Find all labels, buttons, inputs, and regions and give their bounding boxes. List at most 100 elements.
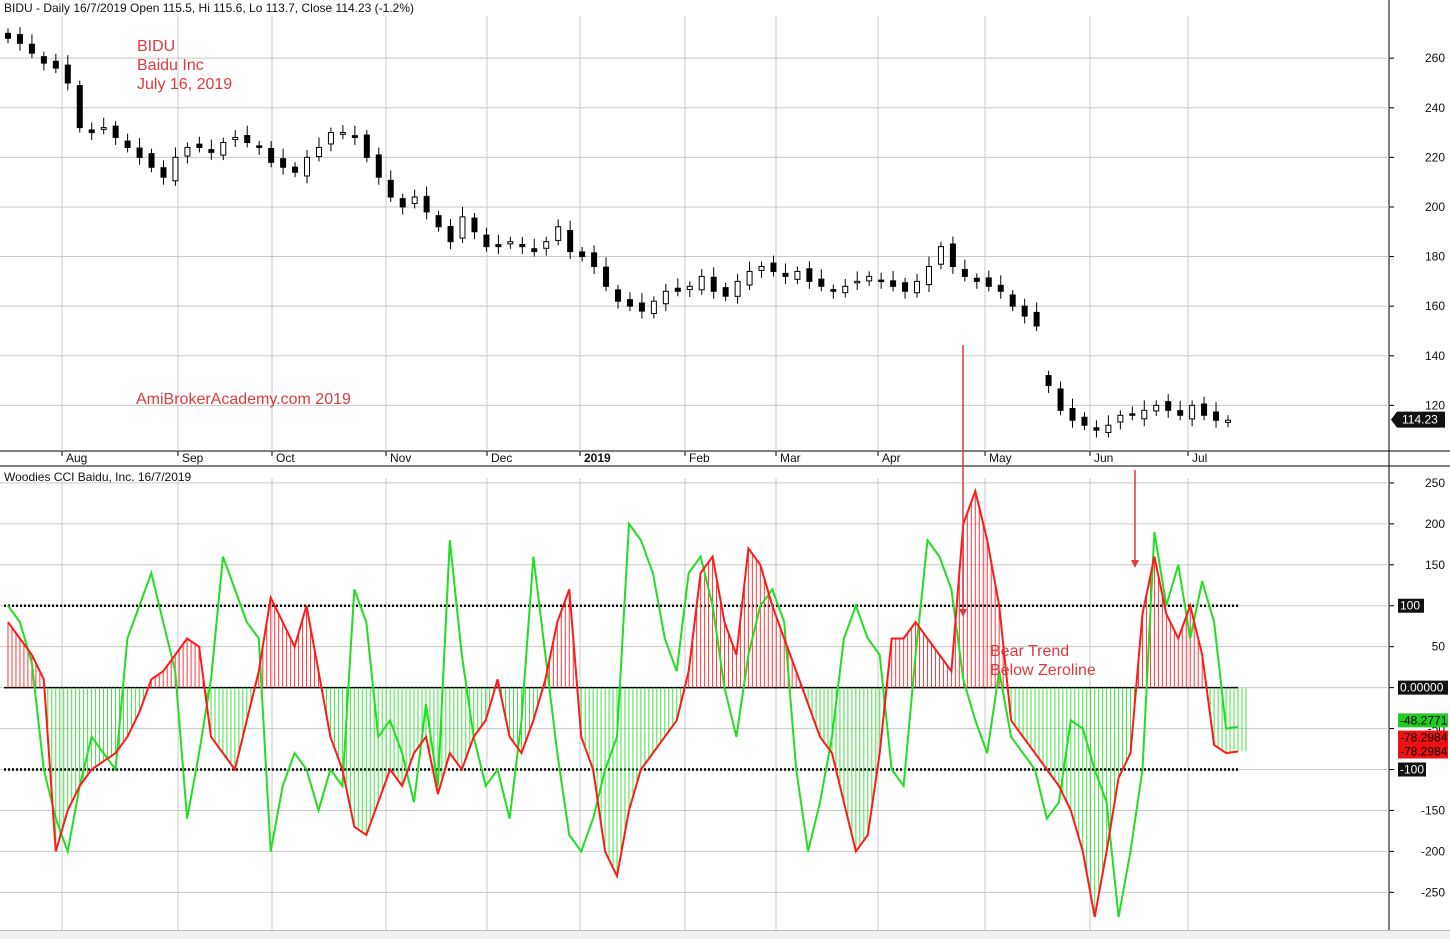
candle-body <box>1165 401 1172 411</box>
candle-body <box>495 244 502 248</box>
candle <box>268 141 275 168</box>
candle-body <box>1081 416 1088 426</box>
candle-body <box>842 285 849 294</box>
candle <box>1045 370 1052 393</box>
candle <box>579 246 586 262</box>
candle-body <box>268 148 275 163</box>
cci-label-lower: -100 <box>1400 763 1424 777</box>
turbo-cci-line <box>7 521 1239 918</box>
cci-label-zero: 0.00000 <box>1400 681 1444 695</box>
candle-body <box>387 179 394 198</box>
candle-body <box>507 241 514 245</box>
candle-body <box>88 129 95 134</box>
candle-body <box>1153 404 1160 412</box>
cci-ytick-label--250: -250 <box>1421 885 1445 899</box>
candle <box>28 34 35 59</box>
cci-ytick-label--200: -200 <box>1421 844 1445 858</box>
month-label-jun: Jun <box>1094 451 1113 465</box>
candle <box>973 273 980 289</box>
candle <box>5 28 11 44</box>
candle-body <box>16 34 23 44</box>
candle <box>866 271 873 286</box>
candle-body <box>76 85 83 129</box>
candle <box>124 133 131 153</box>
candle-body <box>1009 294 1016 307</box>
candle <box>136 138 143 165</box>
month-label-dec: Dec <box>491 451 512 465</box>
candle <box>830 284 837 299</box>
candle <box>1201 396 1208 421</box>
month-label-may: May <box>989 451 1012 465</box>
candle-body <box>686 285 693 291</box>
candle-body <box>722 287 729 297</box>
candle <box>782 263 789 284</box>
candle-body <box>1117 414 1124 423</box>
candle-body <box>650 300 657 314</box>
candle-body <box>244 135 251 143</box>
candle <box>734 273 741 304</box>
candle <box>447 219 454 250</box>
candle-body <box>172 156 179 182</box>
candle <box>16 27 23 51</box>
bear-arrow-1-head <box>959 609 967 617</box>
candle-body <box>220 141 227 156</box>
candle <box>244 125 251 148</box>
candle <box>531 238 538 257</box>
candle <box>1129 406 1136 421</box>
cci-label-upper: 100 <box>1400 599 1420 613</box>
candle <box>64 55 71 91</box>
candle <box>220 137 227 161</box>
candle-body <box>567 229 574 253</box>
cci-label-upper-bg <box>1398 598 1424 613</box>
candle-body <box>411 196 418 204</box>
candle <box>52 53 59 74</box>
candle-body <box>854 280 861 284</box>
candle-body <box>806 268 813 282</box>
candle <box>495 234 502 255</box>
candle-body <box>615 289 621 302</box>
price-ytick-label-240: 240 <box>1425 101 1445 115</box>
candle-body <box>902 282 909 292</box>
candle-body <box>925 265 932 286</box>
cci-line <box>7 487 1239 918</box>
candle <box>854 271 861 291</box>
candle <box>878 272 885 289</box>
sheet-tab-bar[interactable] <box>0 930 1450 939</box>
candle-body <box>878 279 885 283</box>
candle-body <box>363 134 370 158</box>
candle-body <box>1141 409 1148 420</box>
candle-body <box>327 132 334 145</box>
candle-body <box>555 226 562 241</box>
candle <box>507 236 514 249</box>
candle <box>650 296 657 319</box>
candle-body <box>818 278 825 287</box>
candle-body <box>961 268 968 277</box>
annotation-company: Baidu Inc <box>137 57 204 74</box>
candle-body <box>890 280 897 287</box>
candle <box>327 127 334 152</box>
candle-body <box>1129 413 1136 416</box>
candle <box>184 142 191 164</box>
candle <box>339 125 346 140</box>
candle <box>985 270 992 292</box>
price-ytick-label-260: 260 <box>1425 51 1445 65</box>
candle <box>292 162 299 178</box>
candle-body <box>184 146 191 157</box>
candle <box>1081 412 1088 431</box>
candle <box>1033 302 1040 331</box>
candle-body <box>52 60 59 69</box>
cci-label-cci-bg <box>1398 730 1448 745</box>
candle <box>315 137 322 162</box>
cci-ytick-label-200: 200 <box>1425 517 1445 531</box>
candle <box>615 284 621 309</box>
candle-body <box>758 265 765 271</box>
candle-body <box>136 147 143 158</box>
candle <box>160 160 167 185</box>
candle-body <box>985 277 992 287</box>
candle-body <box>1093 427 1100 431</box>
candle-body <box>100 127 107 130</box>
cci-label-turbo-bg <box>1398 713 1448 728</box>
candle <box>1141 400 1148 427</box>
candle-body <box>40 56 47 64</box>
